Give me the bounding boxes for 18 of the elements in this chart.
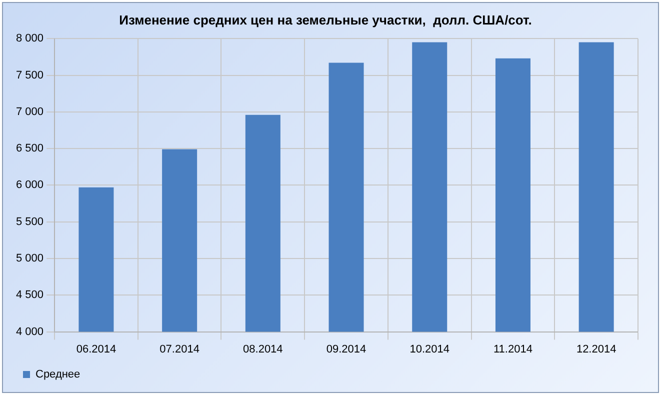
x-tick-label: 06.2014 [76,343,116,356]
x-tick-label: 10.2014 [410,343,450,356]
y-tick-label: 5 500 [16,216,44,228]
legend-label: Среднее [36,368,80,381]
x-tick-label: 12.2014 [576,343,616,356]
y-tick-label: 7 000 [16,106,44,118]
y-tick-label: 7 500 [16,69,44,82]
y-tick-label: 6 500 [16,142,44,155]
chart-title: Изменение средних цен на земельные участки, долл. США/сот. [119,12,532,28]
x-tick-label: 07.2014 [160,343,200,356]
x-tick-label: 11.2014 [493,343,532,356]
y-tick-label: 4 500 [16,289,44,302]
y-tick-label: 8 000 [16,32,44,45]
y-tick-label: 5 000 [16,252,44,265]
x-tick-label: 09.2014 [326,343,366,356]
y-tick-label: 6 000 [16,179,44,192]
x-tick-label: 08.2014 [243,343,283,356]
y-tick-label: 4 000 [16,326,44,338]
